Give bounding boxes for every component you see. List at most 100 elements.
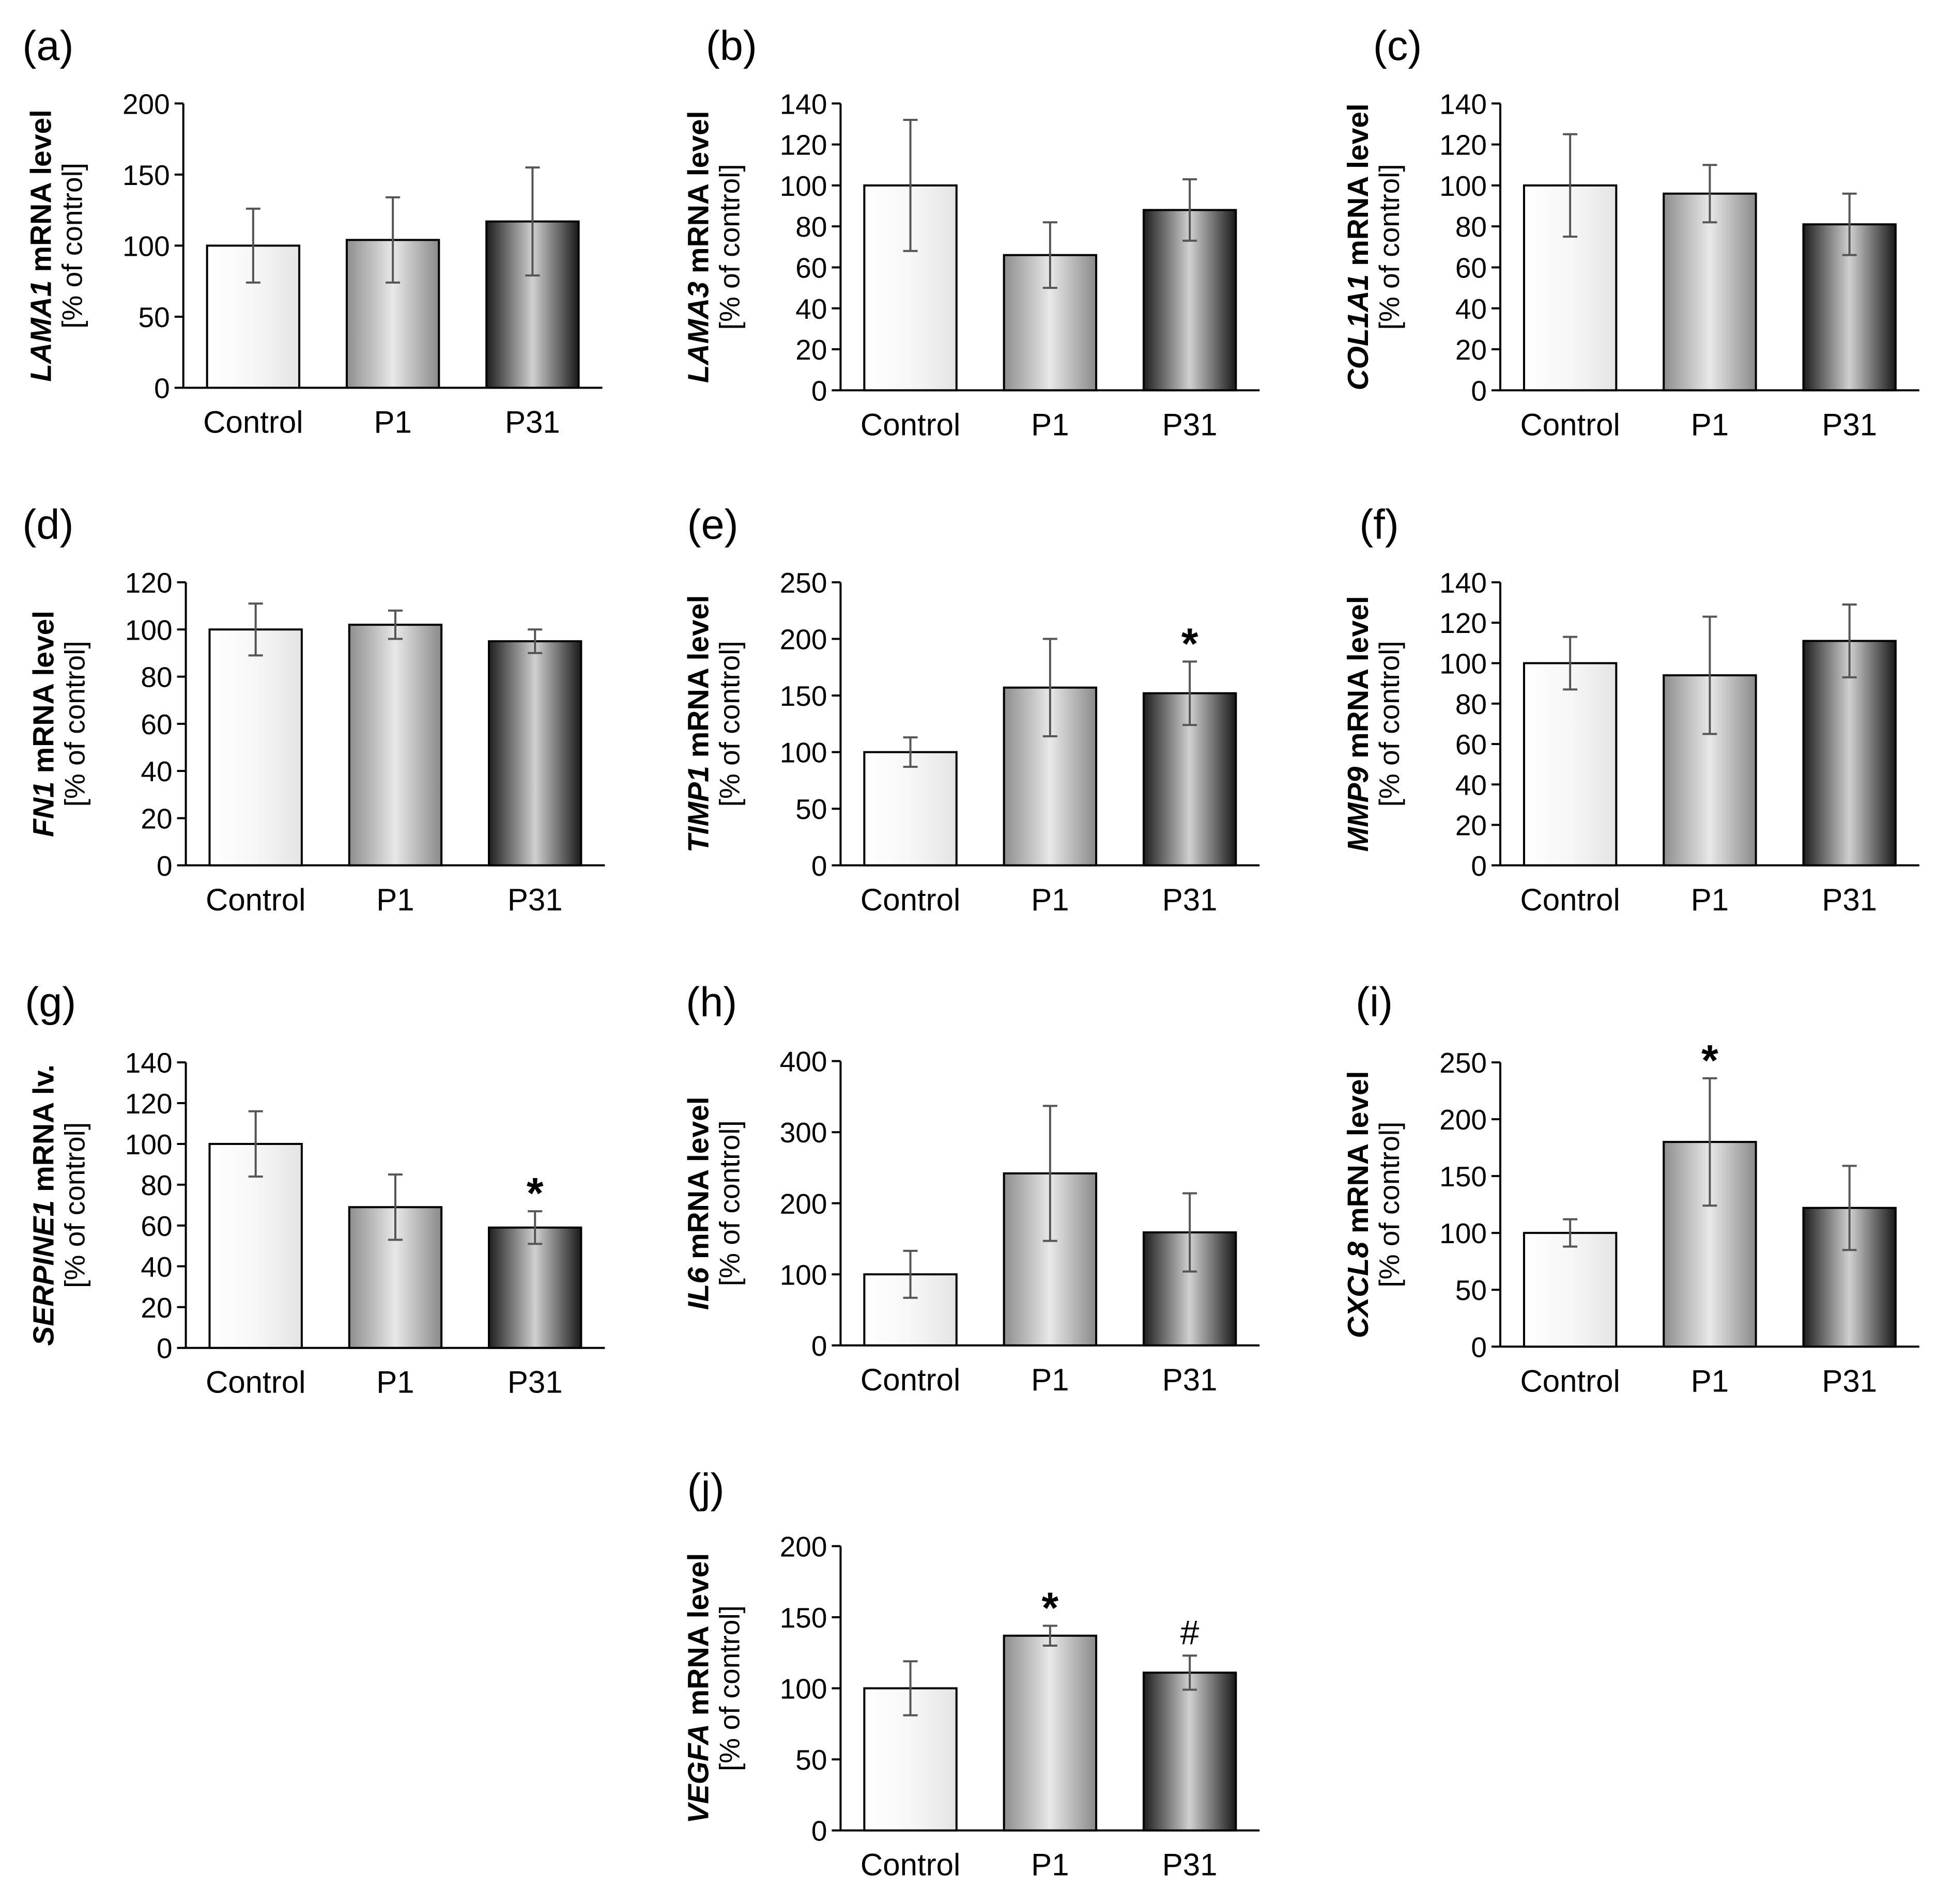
- y-tick-label: 250: [1439, 1047, 1487, 1079]
- significance-mark: *: [1701, 1036, 1718, 1085]
- y-tick-label: 200: [780, 1530, 827, 1562]
- x-tick-label: P31: [1822, 1364, 1877, 1398]
- y-tick-label: 100: [1439, 647, 1487, 679]
- y-tick-label: 20: [141, 1292, 172, 1324]
- y-tick-label: 40: [795, 293, 827, 325]
- y-axis-title-unit: mRNA level: [682, 595, 715, 766]
- y-tick-label: 0: [811, 1815, 827, 1847]
- y-tick-label: 80: [1455, 688, 1487, 720]
- bar-control: [208, 1142, 303, 1349]
- y-tick-label: 0: [157, 850, 173, 882]
- y-tick-label: 100: [780, 1673, 827, 1705]
- y-tick-label: 150: [1439, 1160, 1487, 1193]
- panel-label: (a): [22, 23, 73, 69]
- y-tick-label: 60: [795, 252, 827, 284]
- bar-control: [863, 1273, 958, 1346]
- panel-f: (f) 0 20 40 60 80 100 120 140 Control P1 P31 MMP9 mR…: [1342, 502, 1919, 917]
- y-tick-label: 100: [122, 230, 170, 262]
- y-axis-subtitle: [% of control]: [1373, 164, 1405, 330]
- y-tick-label: 150: [122, 159, 170, 191]
- y-axis-title-unit: mRNA level: [682, 1096, 715, 1267]
- y-tick-label: 100: [780, 170, 827, 202]
- y-tick-label: 40: [141, 755, 172, 787]
- x-tick-label: P31: [1822, 407, 1877, 442]
- y-tick-label: 140: [125, 1047, 173, 1079]
- panel-label: (c): [1373, 23, 1422, 69]
- y-axis-title-unit: mRNA level: [1342, 103, 1375, 274]
- gene-name: SERPINE1: [27, 1200, 60, 1346]
- y-tick-label: 50: [795, 1744, 827, 1776]
- panel-label: (f): [1359, 502, 1398, 548]
- y-axis-title: CXCL8 mRNA level: [1342, 1071, 1375, 1338]
- panel-j: (j) 0 50 100 150 200 Control * P1 # P31 VEGFA mRNA …: [682, 1465, 1260, 1882]
- y-tick-label: 60: [141, 708, 172, 740]
- panel-label: (d): [22, 502, 73, 548]
- x-tick-label: P1: [374, 405, 411, 440]
- x-tick-label: P31: [1162, 1848, 1218, 1882]
- x-tick-label: P1: [1691, 407, 1729, 442]
- gene-name: LAMA3: [682, 282, 715, 383]
- y-axis-subtitle: [% of control]: [713, 164, 745, 330]
- gene-name: FN1: [27, 781, 60, 837]
- y-tick-label: 100: [125, 614, 173, 646]
- y-tick-label: 50: [139, 301, 170, 333]
- panel-i: (i) 0 50 100 150 200 250 Control * P1 P31 CXCL8 mRN…: [1342, 979, 1919, 1398]
- gene-name: TIMP1: [682, 766, 715, 853]
- significance-mark: *: [527, 1169, 544, 1217]
- bar-p31: [488, 640, 582, 866]
- y-tick-label: 140: [780, 88, 827, 120]
- y-tick-label: 140: [1439, 88, 1487, 120]
- y-axis-subtitle: [% of control]: [56, 163, 88, 329]
- y-tick-label: 400: [780, 1046, 827, 1078]
- y-tick-label: 50: [795, 793, 827, 825]
- y-tick-label: 100: [125, 1128, 173, 1160]
- x-tick-label: Control: [206, 1365, 305, 1400]
- y-tick-label: 0: [1471, 850, 1487, 882]
- y-axis-title: SERPINE1 mRNA lv.: [27, 1064, 60, 1346]
- y-tick-label: 80: [141, 1169, 172, 1201]
- bar-p31: [1142, 1671, 1237, 1832]
- panel-g: (g) 0 20 40 60 80 100 120 140 Control P1 * P31 SERPIN…: [25, 979, 605, 1400]
- gene-name: COL1A1: [1342, 274, 1375, 391]
- y-tick-label: 120: [780, 129, 827, 161]
- panel-e: (e) 0 50 100 150 200 250 Control P1 * P31 TIMP1 mRN…: [682, 502, 1260, 917]
- x-tick-label: P1: [376, 1365, 414, 1400]
- y-tick-label: 0: [811, 1330, 827, 1362]
- x-tick-label: Control: [860, 1363, 960, 1397]
- bar-p31: [488, 1226, 582, 1349]
- y-tick-label: 200: [1439, 1104, 1487, 1136]
- y-tick-label: 120: [125, 1088, 173, 1120]
- y-tick-label: 120: [1439, 129, 1487, 161]
- significance-mark: *: [1042, 1583, 1059, 1632]
- y-axis-title: FN1 mRNA level: [27, 611, 60, 837]
- y-tick-label: 200: [122, 88, 170, 120]
- y-axis-title: TIMP1 mRNA level: [682, 595, 715, 853]
- y-axis-title: IL6 mRNA level: [682, 1096, 715, 1310]
- y-axis-title: MMP9 mRNA level: [1342, 596, 1375, 852]
- y-tick-label: 150: [780, 680, 827, 712]
- y-axis-title: VEGFA mRNA level: [682, 1553, 715, 1824]
- y-axis-subtitle: [% of control]: [713, 641, 745, 807]
- y-tick-label: 40: [1455, 293, 1487, 325]
- x-tick-label: Control: [1520, 407, 1620, 442]
- panel-d: (d) 0 20 40 60 80 100 120 Control P1 P31 FN1 mRNA l…: [22, 502, 605, 917]
- x-tick-label: Control: [860, 407, 960, 442]
- y-tick-label: 100: [1439, 170, 1487, 202]
- x-tick-label: P1: [1691, 883, 1729, 917]
- x-tick-label: P1: [1031, 1848, 1069, 1882]
- y-tick-label: 20: [1455, 810, 1487, 842]
- y-tick-label: 60: [1455, 252, 1487, 284]
- y-axis-title-unit: mRNA level: [682, 111, 715, 282]
- y-axis-subtitle: [% of control]: [59, 1122, 91, 1288]
- bar-p1: [1663, 192, 1757, 392]
- y-tick-label: 80: [141, 661, 172, 693]
- bar-control: [208, 628, 303, 866]
- x-tick-label: P31: [1162, 407, 1218, 442]
- panel-b: (b) 0 20 40 60 80 100 120 140 Control P1 P31 LAMA3 m…: [682, 23, 1260, 442]
- gene-name: IL6: [682, 1267, 715, 1310]
- y-tick-label: 0: [811, 375, 827, 407]
- y-tick-label: 100: [780, 1259, 827, 1291]
- panel-c: (c) 0 20 40 60 80 100 120 140 Control P1 P31 COL1A1 …: [1342, 23, 1919, 442]
- x-tick-label: P31: [508, 883, 563, 917]
